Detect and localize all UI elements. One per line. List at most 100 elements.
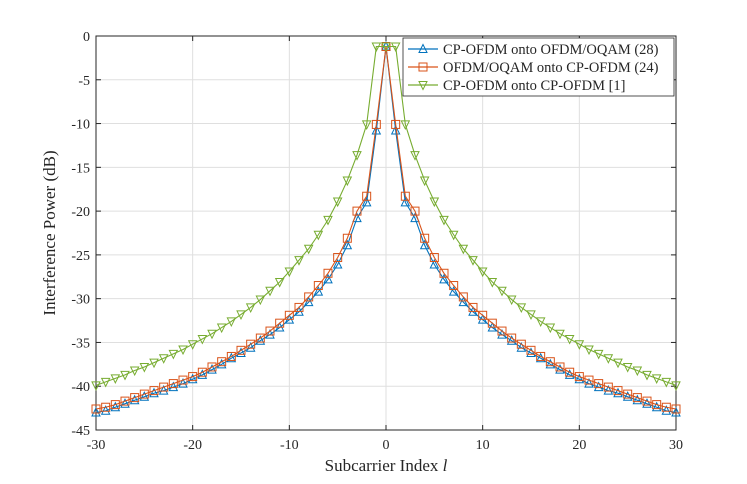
data-point <box>487 318 497 328</box>
data-point <box>216 323 227 334</box>
data-point <box>516 339 526 349</box>
x-tick-label: 0 <box>383 438 390 453</box>
data-point <box>516 303 527 314</box>
data-point <box>168 349 179 360</box>
data-point <box>497 286 507 297</box>
data-point <box>275 318 285 328</box>
y-tick-label: -30 <box>71 293 90 308</box>
data-point <box>236 345 246 355</box>
data-point <box>381 42 391 53</box>
legend-item-3: CP-OFDM onto CP-OFDM [1] <box>408 78 626 94</box>
data-point <box>284 267 295 278</box>
data-point <box>642 370 652 381</box>
data-point <box>323 215 333 226</box>
data-point <box>342 176 353 187</box>
data-point <box>429 253 439 263</box>
data-point <box>139 389 149 399</box>
data-point <box>555 362 565 372</box>
data-point <box>622 391 633 401</box>
data-point <box>420 233 430 243</box>
y-tick-label: -5 <box>78 74 90 89</box>
data-point <box>294 256 304 266</box>
data-point <box>265 328 275 339</box>
series-3 <box>91 42 681 391</box>
legend-label: CP-OFDM onto CP-OFDM [1] <box>443 78 626 94</box>
data-point <box>265 286 275 297</box>
data-point <box>158 354 169 364</box>
data-point <box>188 372 198 382</box>
data-point <box>255 335 266 345</box>
x-tick-label: -10 <box>280 438 299 453</box>
data-point <box>603 382 613 392</box>
data-point <box>362 191 372 201</box>
data-point <box>555 363 565 374</box>
data-point <box>178 345 188 356</box>
data-point <box>371 42 382 53</box>
data-point <box>236 310 246 321</box>
data-point <box>149 387 159 398</box>
data-point <box>632 393 642 403</box>
data-point <box>158 384 169 395</box>
data-point <box>545 358 556 369</box>
data-point <box>603 354 614 364</box>
data-point <box>410 206 420 216</box>
y-tick-label: 0 <box>83 30 90 45</box>
data-point <box>506 335 517 345</box>
data-point <box>468 256 478 266</box>
data-point <box>623 389 633 399</box>
y-tick-label: -45 <box>71 424 90 439</box>
x-tick-label: -20 <box>183 438 202 453</box>
data-point <box>168 381 179 392</box>
data-point <box>265 326 275 336</box>
data-point <box>236 347 246 357</box>
data-point <box>91 381 101 391</box>
legend-label: CP-OFDM onto OFDM/OQAM (28) <box>443 42 659 58</box>
data-point <box>130 393 140 403</box>
axis-ticks: -30 -20 -10 0 10 20 30 0 -5 -10 -15 -20 -25 -30 -35 -40… <box>71 30 683 453</box>
data-point <box>120 370 130 381</box>
data-point <box>565 367 575 377</box>
data-point <box>642 396 652 406</box>
data-point <box>584 345 594 356</box>
data-point <box>574 340 585 350</box>
data-point <box>303 296 314 307</box>
data-point <box>149 358 159 369</box>
data-point <box>303 244 314 255</box>
data-point <box>178 375 188 385</box>
data-point <box>332 197 343 208</box>
data-point <box>603 384 614 395</box>
data-point <box>574 372 584 382</box>
data-point <box>255 295 266 306</box>
data-point <box>187 373 198 384</box>
data-point <box>410 151 420 161</box>
data-point <box>497 326 507 336</box>
y-tick-label: -35 <box>71 336 90 351</box>
data-point <box>477 267 488 278</box>
data-point <box>207 363 217 374</box>
data-point <box>332 258 343 269</box>
legend: CP-OFDM onto OFDM/OQAM (28) OFDM/OQAM ont… <box>402 37 675 97</box>
data-point <box>497 328 507 339</box>
data-point <box>671 381 681 391</box>
y-tick-label: -20 <box>71 205 90 220</box>
data-point <box>100 405 111 415</box>
data-point <box>255 333 265 343</box>
x-tick-label: 10 <box>476 438 490 453</box>
data-point <box>361 120 372 131</box>
data-point <box>468 302 478 312</box>
data-point <box>274 278 285 288</box>
data-point <box>419 176 430 187</box>
data-point <box>651 374 662 384</box>
data-point <box>110 400 120 410</box>
data-point <box>458 292 468 302</box>
data-point <box>478 310 488 320</box>
data-point <box>197 367 207 377</box>
data-point <box>352 206 362 216</box>
data-point <box>207 362 217 372</box>
data-point <box>574 373 585 384</box>
data-point <box>207 329 217 340</box>
data-point <box>139 362 150 373</box>
data-point <box>448 230 459 241</box>
data-point <box>110 401 121 412</box>
series-group <box>91 40 681 417</box>
